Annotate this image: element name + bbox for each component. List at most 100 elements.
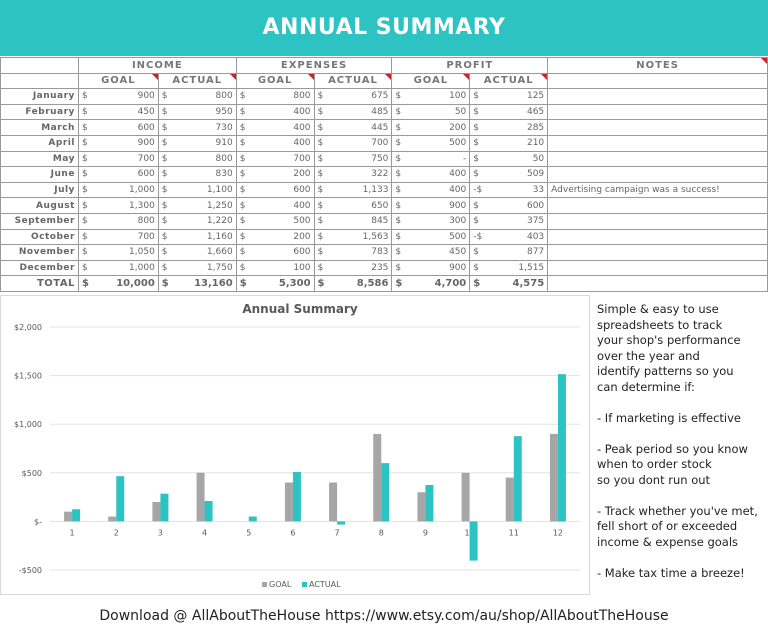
value-cell[interactable]: $600 <box>469 197 549 214</box>
value-cell[interactable]: $200 <box>235 228 315 246</box>
value-cell[interactable]: $845 <box>313 212 393 230</box>
value-cell[interactable]: $450 <box>77 103 159 121</box>
value-cell[interactable]: $500 <box>391 134 471 152</box>
value-cell[interactable]: $800 <box>157 150 237 168</box>
value-cell[interactable]: $1,660 <box>157 244 237 261</box>
month-cell[interactable]: September <box>0 212 79 230</box>
value-cell[interactable]: $1,160 <box>157 228 237 246</box>
value-cell[interactable]: $509 <box>469 166 549 183</box>
month-cell[interactable]: May <box>0 150 79 168</box>
value-cell[interactable]: $1,300 <box>77 197 159 214</box>
value-cell[interactable]: $700 <box>77 150 159 168</box>
value-cell[interactable]: $1,000 <box>77 259 159 277</box>
value-cell[interactable]: $500 <box>235 212 315 230</box>
note-cell[interactable] <box>547 197 768 214</box>
value-cell[interactable]: $210 <box>469 134 549 152</box>
value-cell[interactable]: $375 <box>469 212 549 230</box>
value-cell[interactable]: $783 <box>313 244 393 261</box>
value-cell[interactable]: $1,100 <box>157 181 237 199</box>
value-cell[interactable]: $1,000 <box>77 181 159 199</box>
month-cell[interactable]: August <box>0 197 79 214</box>
value-cell[interactable]: $285 <box>469 119 549 136</box>
value-cell[interactable]: $ - <box>391 150 471 168</box>
value-cell[interactable]: $1,750 <box>157 259 237 277</box>
value-cell[interactable]: $200 <box>235 166 315 183</box>
value-cell[interactable]: $465 <box>469 103 549 121</box>
note-cell[interactable] <box>547 275 768 292</box>
value-cell[interactable]: $400 <box>391 181 471 199</box>
value-cell[interactable]: $500 <box>391 228 471 246</box>
value-cell[interactable]: $300 <box>391 212 471 230</box>
value-cell[interactable]: $700 <box>77 228 159 246</box>
month-cell[interactable]: June <box>0 166 79 183</box>
value-cell[interactable]: $1,563 <box>313 228 393 246</box>
value-cell[interactable]: $50 <box>469 150 549 168</box>
note-cell[interactable]: Advertising campaign was a success! <box>547 181 768 199</box>
note-cell[interactable] <box>547 119 768 136</box>
value-cell[interactable]: $730 <box>157 119 237 136</box>
value-cell[interactable]: $322 <box>313 166 393 183</box>
month-cell[interactable]: January <box>0 88 79 105</box>
value-cell[interactable]: $400 <box>235 103 315 121</box>
y-tick-label: $2,000 <box>14 323 42 332</box>
value-cell[interactable]: $650 <box>313 197 393 214</box>
value-cell[interactable]: $600 <box>235 244 315 261</box>
value-cell[interactable]: $235 <box>313 259 393 277</box>
value-cell[interactable]: $400 <box>235 197 315 214</box>
value-cell[interactable]: $50 <box>391 103 471 121</box>
value-cell[interactable]: $125 <box>469 88 549 105</box>
footer-download-link[interactable]: Download @ AllAboutTheHouse https://www.… <box>99 608 669 624</box>
value-cell[interactable]: -$ 403 <box>469 228 549 246</box>
value-cell[interactable]: $1,515 <box>469 259 549 277</box>
note-cell[interactable] <box>547 134 768 152</box>
value-cell[interactable]: $900 <box>391 259 471 277</box>
value-cell[interactable]: $950 <box>157 103 237 121</box>
month-cell[interactable]: July <box>0 181 79 199</box>
value-cell[interactable]: $800 <box>157 88 237 105</box>
value-cell[interactable]: $1,133 <box>313 181 393 199</box>
value-cell[interactable]: $400 <box>235 119 315 136</box>
value-cell[interactable]: $900 <box>77 88 159 105</box>
value-cell[interactable]: $830 <box>157 166 237 183</box>
value-cell[interactable]: $750 <box>313 150 393 168</box>
value-cell[interactable]: $800 <box>77 212 159 230</box>
value-cell[interactable]: $485 <box>313 103 393 121</box>
currency-symbol: $ <box>395 216 402 227</box>
month-cell[interactable]: October <box>0 228 79 246</box>
value-cell[interactable]: $800 <box>235 88 315 105</box>
note-cell[interactable] <box>547 212 768 230</box>
month-cell[interactable]: March <box>0 119 79 136</box>
value-cell[interactable]: $1,250 <box>157 197 237 214</box>
value-cell[interactable]: $400 <box>235 134 315 152</box>
note-cell[interactable] <box>547 150 768 168</box>
value-cell[interactable]: $1,050 <box>77 244 159 261</box>
note-cell[interactable] <box>547 244 768 261</box>
value-cell[interactable]: $900 <box>391 197 471 214</box>
value-cell[interactable]: $877 <box>469 244 549 261</box>
note-cell[interactable] <box>547 88 768 105</box>
value-cell[interactable]: $1,220 <box>157 212 237 230</box>
value-cell[interactable]: $910 <box>157 134 237 152</box>
value-cell[interactable]: $450 <box>391 244 471 261</box>
note-cell[interactable] <box>547 103 768 121</box>
value-cell[interactable]: $900 <box>77 134 159 152</box>
value-cell[interactable]: $675 <box>313 88 393 105</box>
month-cell[interactable]: November <box>0 244 79 261</box>
value-cell[interactable]: $100 <box>391 88 471 105</box>
note-cell[interactable] <box>547 166 768 183</box>
value-cell[interactable]: $400 <box>391 166 471 183</box>
value-cell[interactable]: $600 <box>235 181 315 199</box>
value-cell[interactable]: $200 <box>391 119 471 136</box>
value-cell[interactable]: $100 <box>235 259 315 277</box>
value-cell[interactable]: $700 <box>313 134 393 152</box>
month-cell[interactable]: February <box>0 103 79 121</box>
value-cell[interactable]: -$ 33 <box>469 181 549 199</box>
value-cell[interactable]: $445 <box>313 119 393 136</box>
note-cell[interactable] <box>547 259 768 277</box>
month-cell[interactable]: December <box>0 259 79 277</box>
value-cell[interactable]: $700 <box>235 150 315 168</box>
note-cell[interactable] <box>547 228 768 246</box>
value-cell[interactable]: $600 <box>77 166 159 183</box>
value-cell[interactable]: $600 <box>77 119 159 136</box>
month-cell[interactable]: April <box>0 134 79 152</box>
